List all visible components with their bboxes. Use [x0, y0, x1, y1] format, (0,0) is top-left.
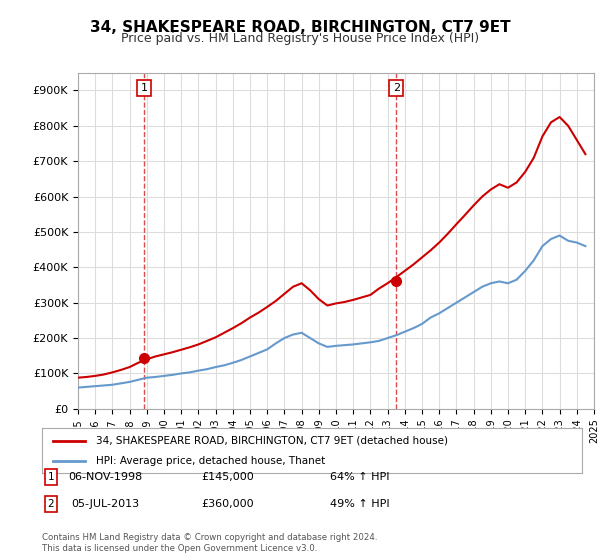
Text: 2: 2 [392, 83, 400, 93]
Text: 49% ↑ HPI: 49% ↑ HPI [330, 499, 390, 509]
Text: HPI: Average price, detached house, Thanet: HPI: Average price, detached house, Than… [96, 456, 325, 466]
Text: 34, SHAKESPEARE ROAD, BIRCHINGTON, CT7 9ET (detached house): 34, SHAKESPEARE ROAD, BIRCHINGTON, CT7 9… [96, 436, 448, 446]
Text: 05-JUL-2013: 05-JUL-2013 [71, 499, 139, 509]
Text: £145,000: £145,000 [202, 472, 254, 482]
Text: Contains HM Land Registry data © Crown copyright and database right 2024.
This d: Contains HM Land Registry data © Crown c… [42, 533, 377, 553]
Text: £360,000: £360,000 [202, 499, 254, 509]
Text: Price paid vs. HM Land Registry's House Price Index (HPI): Price paid vs. HM Land Registry's House … [121, 32, 479, 45]
Text: 64% ↑ HPI: 64% ↑ HPI [330, 472, 390, 482]
Text: 34, SHAKESPEARE ROAD, BIRCHINGTON, CT7 9ET: 34, SHAKESPEARE ROAD, BIRCHINGTON, CT7 9… [89, 20, 511, 35]
Text: 1: 1 [47, 472, 55, 482]
Text: 2: 2 [47, 499, 55, 509]
Text: 1: 1 [141, 83, 148, 93]
Text: 06-NOV-1998: 06-NOV-1998 [68, 472, 142, 482]
